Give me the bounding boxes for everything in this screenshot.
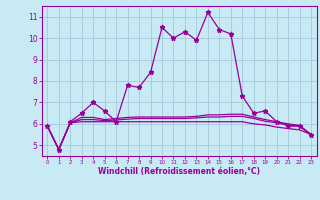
X-axis label: Windchill (Refroidissement éolien,°C): Windchill (Refroidissement éolien,°C) <box>98 167 260 176</box>
